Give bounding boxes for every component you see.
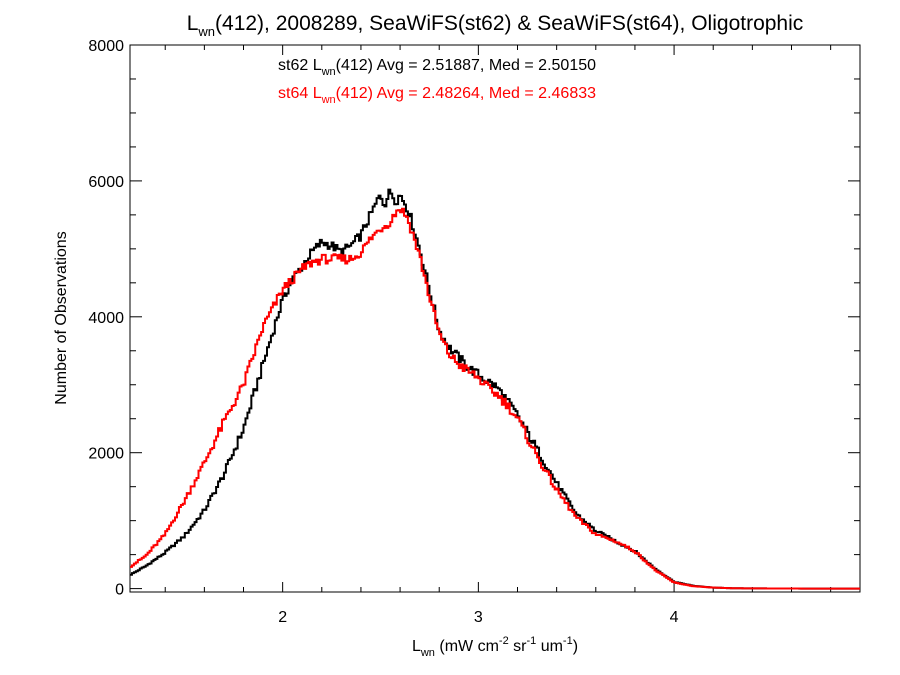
x-axis: 2 3 4 xyxy=(164,45,832,626)
y-tick-label: 4000 xyxy=(88,310,124,327)
y-axis-label: Number of Observations xyxy=(53,231,70,404)
annotation-st64: st64 Lwn(412) Avg = 2.48264, Med = 2.468… xyxy=(278,85,596,106)
y-tick-label: 8000 xyxy=(88,38,124,55)
annotation-st62: st62 Lwn(412) Avg = 2.51887, Med = 2.501… xyxy=(278,57,596,78)
y-tick-label: 6000 xyxy=(88,174,124,191)
y-tick-label: 2000 xyxy=(88,446,124,463)
series-line-1 xyxy=(130,207,860,590)
y-axis: 0 2000 4000 6000 8000 xyxy=(88,38,860,599)
x-axis-label: Lwn (mW cm-2 sr-1 um-1) xyxy=(412,635,578,659)
series-layer xyxy=(130,188,860,590)
plot-frame xyxy=(129,44,861,593)
x-tick-label: 2 xyxy=(278,609,287,626)
x-tick-label: 4 xyxy=(670,609,679,626)
y-tick-label: 0 xyxy=(115,582,124,599)
x-tick-label: 3 xyxy=(474,609,483,626)
chart-title: Lwn(412), 2008289, SeaWiFS(st62) & SeaWi… xyxy=(187,12,804,39)
